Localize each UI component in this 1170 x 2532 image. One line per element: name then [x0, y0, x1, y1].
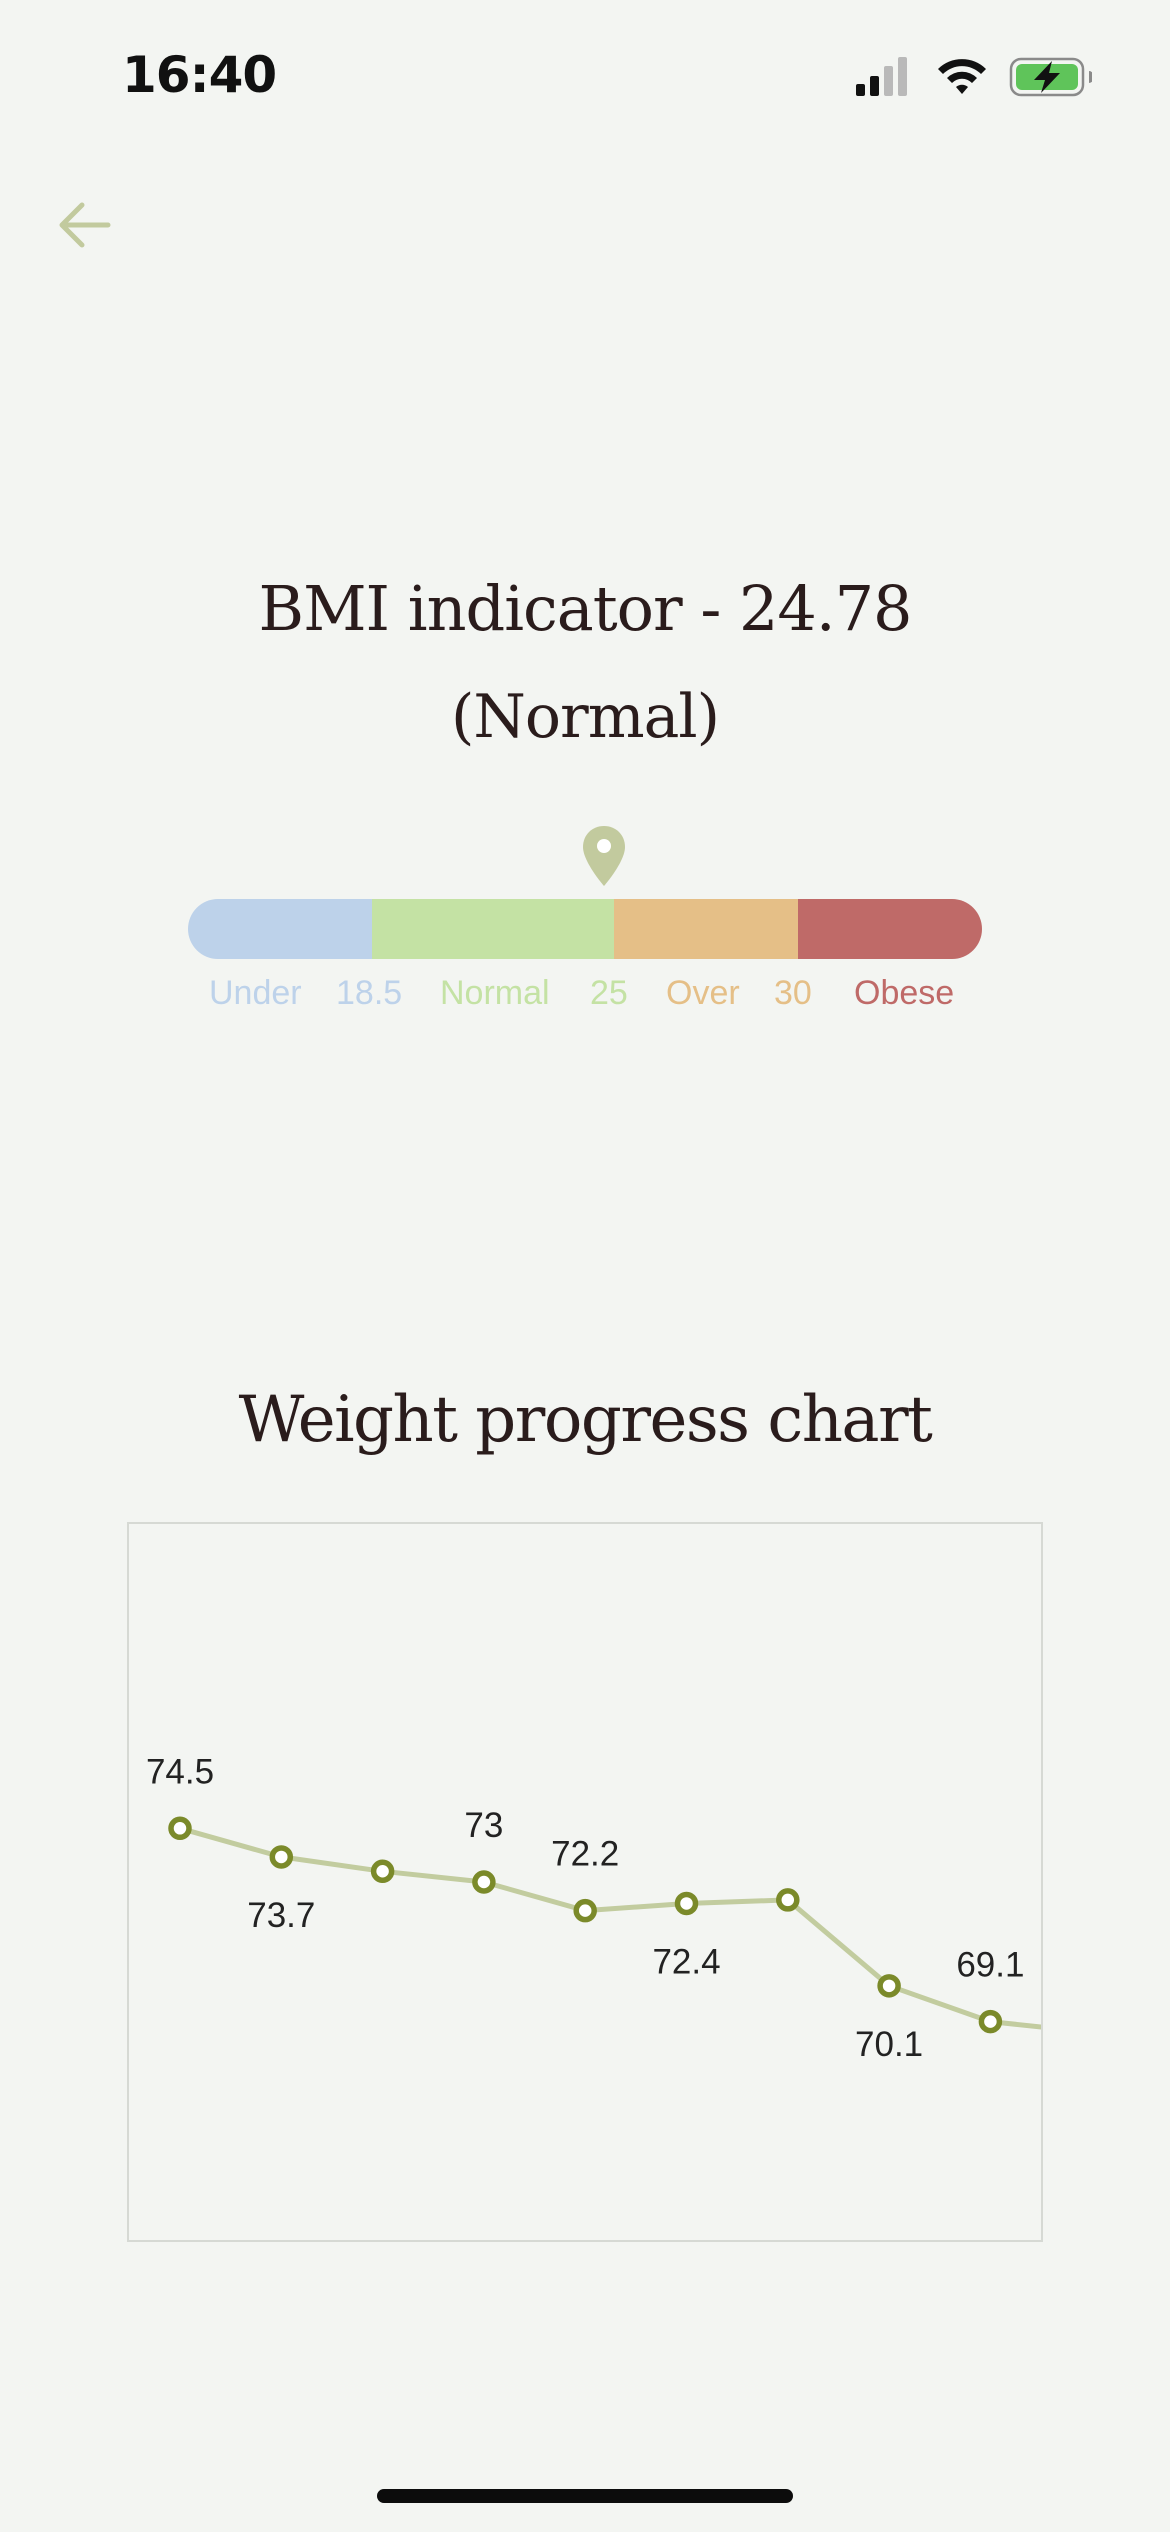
- data-point-3: [472, 1870, 496, 1894]
- bmi-label-under: Under: [209, 974, 302, 1012]
- data-label-8: 69.1: [956, 1946, 1024, 1985]
- bmi-scale-bar: [188, 899, 982, 959]
- data-label-7: 70.1: [855, 2025, 923, 2064]
- data-point-6: [776, 1888, 800, 1912]
- battery-charging-icon: [1009, 57, 1092, 97]
- data-point-4: [573, 1898, 597, 1923]
- series-line: [177, 1825, 1041, 2030]
- weight-chart: 74.5 73.7 73 72.2 72.4 70.1 69.1: [146, 1752, 1041, 2064]
- bmi-title: BMI indicator - 24.78: [258, 572, 913, 645]
- data-point-7: [877, 1974, 901, 1998]
- bmi-segment-under: [188, 899, 372, 959]
- data-label-5: 72.4: [652, 1942, 720, 1981]
- status-time: 16:40: [122, 46, 277, 104]
- bmi-threshold-under: 18.5: [336, 974, 403, 1012]
- data-label-3: 73: [464, 1806, 503, 1845]
- weight-chart-frame: 74.5 73.7 73 72.2 72.4 70.1 69.1: [127, 1522, 1043, 2242]
- home-indicator[interactable]: [377, 2489, 793, 2503]
- data-point-0: [168, 1816, 192, 1841]
- bmi-label-obese: Obese: [854, 974, 955, 1012]
- bmi-status: (Normal): [451, 682, 720, 752]
- data-labels: 74.5 73.7 73 72.2 72.4 70.1 69.1: [146, 1752, 1025, 2064]
- wifi-icon: [938, 59, 986, 94]
- bmi-label-over: Over: [666, 974, 740, 1012]
- bmi-threshold-over: 30: [774, 974, 812, 1012]
- bmi-threshold-normal: 25: [590, 974, 628, 1012]
- data-point-8: [978, 2009, 1003, 2034]
- status-icons: [856, 57, 1092, 97]
- data-point-2: [370, 1859, 395, 1884]
- data-point-5: [674, 1891, 699, 1916]
- chart-title: Weight progress chart: [238, 1383, 933, 1457]
- cellular-signal-icon: [856, 57, 907, 96]
- bmi-segment-obese: [798, 899, 982, 959]
- data-label-0: 74.5: [146, 1752, 214, 1791]
- location-pin-icon: [583, 826, 625, 886]
- data-point-1: [269, 1845, 294, 1869]
- bmi-segment-over: [614, 899, 798, 959]
- back-arrow-icon[interactable]: [52, 190, 122, 260]
- data-points: [168, 1816, 1003, 2034]
- bmi-segment-normal: [372, 899, 614, 959]
- bmi-label-normal: Normal: [440, 974, 550, 1012]
- data-label-4: 72.2: [551, 1835, 619, 1874]
- data-label-1: 73.7: [247, 1896, 315, 1935]
